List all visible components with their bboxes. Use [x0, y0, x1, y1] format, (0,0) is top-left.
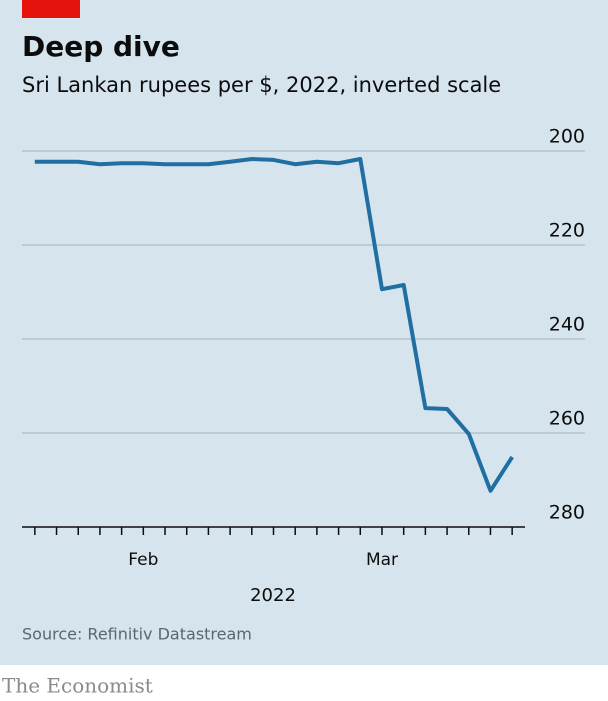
chart-title: Deep dive — [22, 30, 180, 63]
publisher: The Economist — [2, 674, 153, 698]
source: Source: Refinitiv Datastream — [22, 625, 252, 644]
x-axis-label: 2022 — [250, 585, 296, 606]
x-tick-label: Mar — [366, 550, 398, 570]
y-tick-label: 240 — [549, 314, 585, 336]
y-tick-label: 200 — [549, 126, 585, 148]
y-tick-label: 260 — [549, 408, 585, 430]
y-tick-label: 280 — [549, 502, 585, 524]
chart-subtitle: Sri Lankan rupees per $, 2022, inverted … — [22, 73, 501, 97]
background — [0, 0, 608, 665]
brand-tag — [22, 0, 80, 18]
x-tick-label: Feb — [128, 550, 158, 570]
line — [34, 157, 514, 493]
y-tick-label: 220 — [549, 220, 585, 242]
footer-bar — [0, 665, 608, 701]
